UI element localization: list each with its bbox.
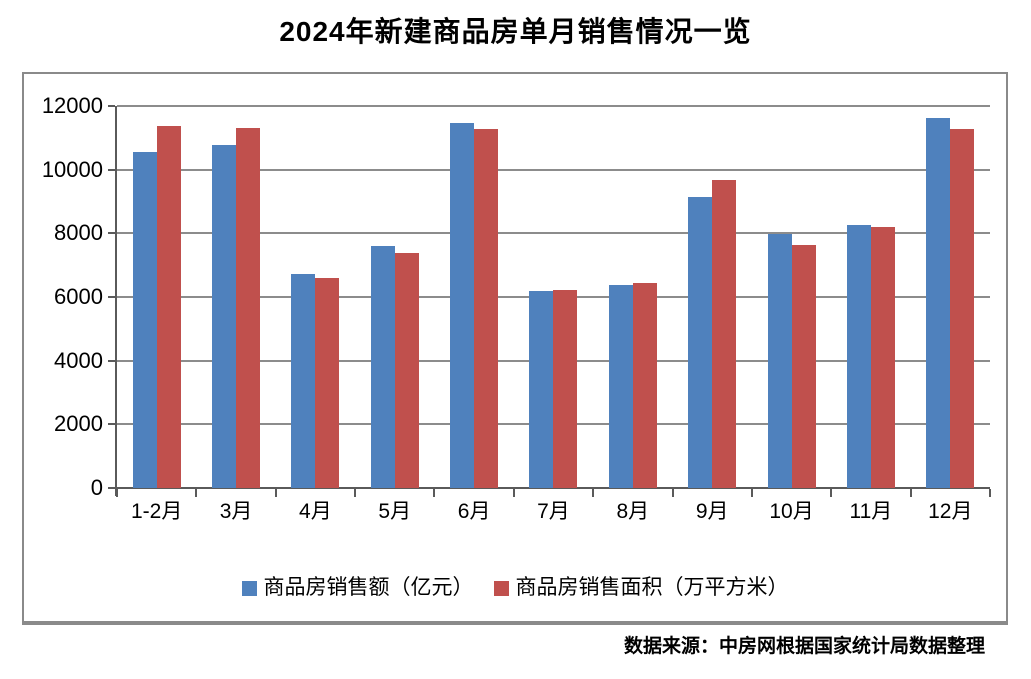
bar-sales-amount <box>688 196 713 488</box>
y-axis-tick-label: 10000 <box>41 156 103 182</box>
bar-sales-amount <box>846 224 871 488</box>
y-axis-tick <box>108 105 115 107</box>
x-axis-label: 12月 <box>928 500 973 523</box>
legend: 商品房销售额（亿元） 商品房销售面积（万平方米） <box>24 576 1006 600</box>
legend-item: 商品房销售面积（万平方米） <box>493 576 789 600</box>
data-source: 数据来源：中房网根据国家统计局数据整理 <box>623 636 985 657</box>
category-cell: 7月 <box>514 106 593 523</box>
legend-label: 商品房销售面积（万平方米） <box>515 576 789 599</box>
category-cell: 9月 <box>673 106 752 523</box>
y-axis-tick-label: 8000 <box>54 220 103 246</box>
bar-sales-area <box>474 129 499 488</box>
x-axis-label: 8月 <box>616 500 650 523</box>
bar-sales-area <box>156 126 181 488</box>
category-cell: 8月 <box>593 106 672 523</box>
x-axis-tick <box>512 489 515 497</box>
y-axis-tick <box>108 232 115 235</box>
gridline <box>117 105 990 107</box>
gridline <box>117 232 990 235</box>
y-axis-tick-label: 6000 <box>54 284 103 309</box>
bar-sales-area <box>394 252 419 488</box>
legend-item: 商品房销售额（亿元） <box>241 576 474 600</box>
category-row: 1-2月 3月 4月 5月 6月 7月 8月 9月 10月 11月 12月 <box>117 106 990 523</box>
plot-area: 0 2000 4000 6000 8000 10000 12000 1-2月 3月 4月 5月 6月 7… <box>42 95 991 523</box>
chart-title: 2024年新建商品房单月销售情况一览 <box>279 16 752 47</box>
category-cell: 3月 <box>196 106 275 523</box>
bar-sales-amount <box>529 290 554 488</box>
x-axis-tick <box>830 489 833 497</box>
x-axis-label: 9月 <box>695 500 729 523</box>
y-axis-tick <box>108 487 115 489</box>
x-axis-tick <box>354 489 357 497</box>
x-axis-label: 7月 <box>537 500 570 523</box>
y-axis-tick <box>108 296 115 298</box>
bar-sales-area <box>870 227 895 488</box>
category-cell: 5月 <box>355 106 434 523</box>
bar-sales-area <box>632 282 657 488</box>
bar-sales-area <box>553 289 578 488</box>
y-axis-line <box>115 106 117 496</box>
bar-sales-area <box>236 128 261 488</box>
bar-sales-amount <box>450 122 475 488</box>
bar-sales-amount <box>291 274 316 488</box>
category-cell: 12月 <box>911 106 990 523</box>
x-axis-tick <box>592 489 595 497</box>
x-axis-label: 4月 <box>299 500 332 523</box>
y-axis-tick <box>108 359 115 362</box>
legend-swatch <box>241 580 257 596</box>
bar-sales-amount <box>212 144 237 488</box>
x-axis-tick <box>274 489 277 497</box>
bar-sales-area <box>950 129 975 488</box>
gridline <box>117 168 990 171</box>
legend-swatch <box>493 580 509 596</box>
x-axis-label: 6月 <box>457 500 491 523</box>
bar-sales-amount <box>608 284 633 488</box>
bar-sales-area <box>712 179 737 488</box>
x-axis-tick <box>116 489 118 497</box>
y-axis-tick <box>108 168 115 171</box>
bar-sales-amount <box>370 246 395 488</box>
x-axis-tick <box>909 489 912 497</box>
x-axis-tick <box>433 489 436 497</box>
x-axis-label: 1-2月 <box>131 500 183 523</box>
x-axis-line <box>115 487 990 489</box>
bar-sales-amount <box>132 151 157 488</box>
y-axis-tick <box>108 423 115 426</box>
category-cell: 4月 <box>276 106 355 523</box>
x-axis-label: 3月 <box>219 500 253 523</box>
x-axis-tick <box>989 489 991 497</box>
x-axis-tick <box>750 489 753 497</box>
bar-sales-amount <box>767 234 792 488</box>
y-axis-tick-label: 12000 <box>41 93 103 118</box>
legend-label: 商品房销售额（亿元） <box>263 576 474 599</box>
x-axis-label: 5月 <box>378 500 412 523</box>
x-axis-label: 11月 <box>849 500 893 523</box>
y-axis-tick-label: 2000 <box>54 411 103 437</box>
x-axis-label: 10月 <box>769 500 814 523</box>
bar-sales-area <box>315 278 340 488</box>
x-axis-tick <box>195 489 198 497</box>
category-cell: 11月 <box>831 106 910 523</box>
category-cell: 6月 <box>434 106 513 523</box>
chart-container: 0 2000 4000 6000 8000 10000 12000 1-2月 3月 4月 5月 6月 7… <box>22 72 1008 625</box>
x-axis-tick <box>671 489 674 497</box>
category-cell: 1-2月 <box>117 106 196 523</box>
category-cell: 10月 <box>752 106 831 523</box>
y-axis-tick-label: 0 <box>90 475 103 500</box>
y-axis-tick-label: 4000 <box>54 347 103 373</box>
bar-sales-area <box>791 244 816 488</box>
bar-sales-amount <box>926 117 951 488</box>
